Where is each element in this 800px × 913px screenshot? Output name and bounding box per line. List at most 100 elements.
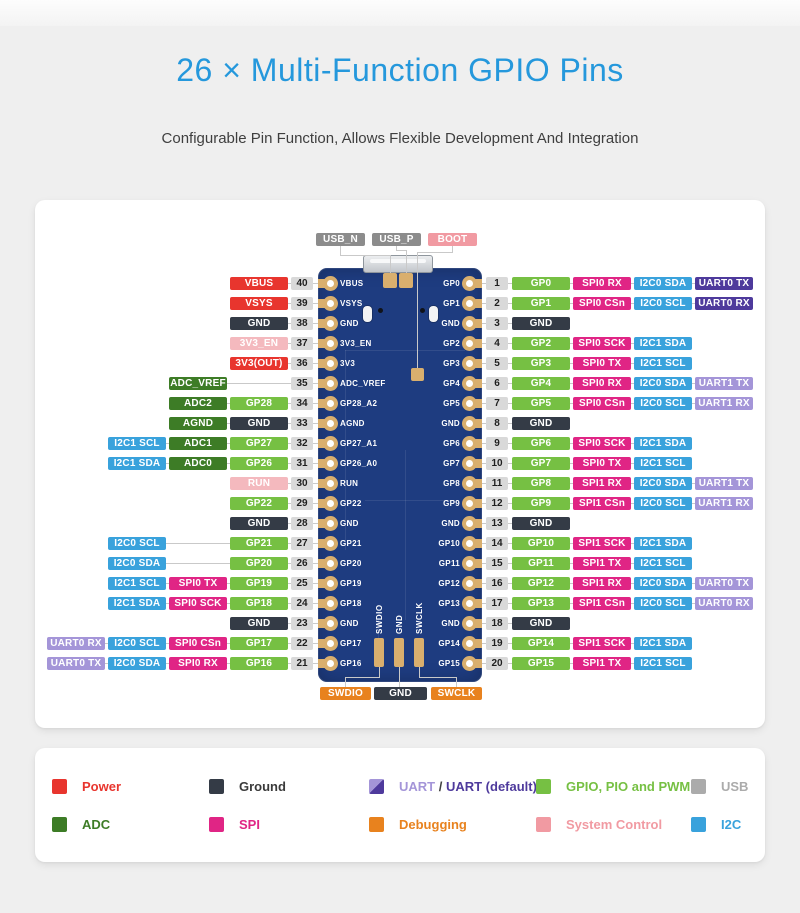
pin-pad-tab bbox=[318, 299, 327, 308]
pin-pad-tab bbox=[473, 639, 482, 648]
pin-pad-tab bbox=[473, 379, 482, 388]
pin-chip: GP27 bbox=[230, 437, 288, 450]
legend-label: ADC bbox=[82, 816, 111, 832]
usb-connector bbox=[363, 255, 433, 273]
pin-connector-line bbox=[479, 563, 663, 564]
pin-chip: ADC_VREF bbox=[169, 377, 227, 390]
pin-pad bbox=[323, 396, 338, 411]
pin-pad-tab bbox=[318, 439, 327, 448]
board-silk-label: GP13 bbox=[438, 599, 460, 608]
top-strip bbox=[0, 0, 800, 26]
board-silk-label: GP22 bbox=[340, 499, 362, 508]
pin-number: 40 bbox=[291, 277, 313, 290]
board-silk-label: GP9 bbox=[443, 499, 460, 508]
via-dot bbox=[420, 308, 425, 313]
pin-chip: GP6 bbox=[512, 437, 570, 450]
pin-pad bbox=[462, 556, 477, 571]
pin-chip: UART0 RX bbox=[47, 637, 105, 650]
pin-pad bbox=[323, 656, 338, 671]
pin-pad bbox=[462, 596, 477, 611]
board-silk-label: GP26_A0 bbox=[340, 459, 378, 468]
pin-number: 28 bbox=[291, 517, 313, 530]
pin-chip: SPI0 RX bbox=[573, 277, 631, 290]
pin-pad-tab bbox=[473, 579, 482, 588]
pin-pad bbox=[462, 276, 477, 291]
pin-pad-tab bbox=[473, 479, 482, 488]
pin-chip: SPI1 TX bbox=[573, 557, 631, 570]
usb-n-pad bbox=[383, 273, 397, 288]
pcb-trace bbox=[345, 350, 465, 351]
board-silk-label: VBUS bbox=[340, 279, 364, 288]
pin-chip: GP14 bbox=[512, 637, 570, 650]
pin-pad bbox=[462, 616, 477, 631]
board-silk-label: GP15 bbox=[438, 659, 460, 668]
pin-pad bbox=[323, 336, 338, 351]
pin-chip: I2C1 SCL bbox=[634, 357, 692, 370]
pin-chip: UART1 RX bbox=[695, 497, 753, 510]
connector-line bbox=[452, 246, 453, 252]
pin-chip: GND bbox=[512, 517, 570, 530]
pin-chip: GP11 bbox=[512, 557, 570, 570]
pin-number: 5 bbox=[486, 357, 508, 370]
pin-chip: GP28 bbox=[230, 397, 288, 410]
pin-pad-tab bbox=[473, 319, 482, 328]
pin-chip: GP15 bbox=[512, 657, 570, 670]
board-silk-label: GP18 bbox=[340, 599, 362, 608]
pin-chip: SPI1 SCK bbox=[573, 537, 631, 550]
pin-pad bbox=[462, 356, 477, 371]
pin-number: 23 bbox=[291, 617, 313, 630]
pin-chip: I2C0 SDA bbox=[634, 577, 692, 590]
pin-chip: SPI0 SCK bbox=[573, 337, 631, 350]
pin-chip: GP22 bbox=[230, 497, 288, 510]
pin-pad bbox=[323, 456, 338, 471]
top-pad-chip: USB_P bbox=[372, 233, 421, 246]
board-silk-label: GP21 bbox=[340, 539, 362, 548]
pin-chip: ADC1 bbox=[169, 437, 227, 450]
pin-chip: GND bbox=[230, 517, 288, 530]
pin-chip: GP4 bbox=[512, 377, 570, 390]
pin-number: 6 bbox=[486, 377, 508, 390]
pin-chip: I2C0 SDA bbox=[634, 277, 692, 290]
pin-chip: I2C1 SDA bbox=[634, 637, 692, 650]
pin-pad-tab bbox=[473, 519, 482, 528]
board-silk-label: GP7 bbox=[443, 459, 460, 468]
top-pad-chip: USB_N bbox=[316, 233, 365, 246]
usb-p-pad bbox=[399, 273, 413, 288]
pin-pad bbox=[462, 656, 477, 671]
pin-chip: GND bbox=[512, 317, 570, 330]
pin-chip: GP8 bbox=[512, 477, 570, 490]
board-silk-label: GND bbox=[340, 319, 359, 328]
pin-chip: ADC0 bbox=[169, 457, 227, 470]
board-silk-label: GP27_A1 bbox=[340, 439, 378, 448]
pin-pad bbox=[462, 636, 477, 651]
pin-pad-tab bbox=[473, 539, 482, 548]
pin-chip: GND bbox=[230, 617, 288, 630]
pin-pad bbox=[323, 296, 338, 311]
pin-chip: GP1 bbox=[512, 297, 570, 310]
pin-number: 10 bbox=[486, 457, 508, 470]
pin-pad bbox=[462, 336, 477, 351]
pin-chip: 3V3_EN bbox=[230, 337, 288, 350]
pin-chip: GP17 bbox=[230, 637, 288, 650]
pin-chip: SPI0 CSn bbox=[573, 397, 631, 410]
pin-number: 37 bbox=[291, 337, 313, 350]
pin-connector-line bbox=[479, 423, 541, 424]
pin-connector-line bbox=[479, 443, 663, 444]
pin-pad-tab bbox=[473, 439, 482, 448]
legend-item: I2C bbox=[691, 816, 741, 832]
legend-swatch bbox=[369, 778, 384, 794]
legend-item: ADC bbox=[52, 816, 110, 832]
legend-item: System Control bbox=[536, 816, 662, 832]
pin-pad-tab bbox=[473, 299, 482, 308]
pin-chip: UART1 TX bbox=[695, 477, 753, 490]
pin-chip: SPI0 RX bbox=[169, 657, 227, 670]
pin-connector-line bbox=[479, 363, 663, 364]
pin-number: 36 bbox=[291, 357, 313, 370]
pin-chip: SPI1 RX bbox=[573, 477, 631, 490]
pin-chip: I2C1 SDA bbox=[634, 437, 692, 450]
pin-pad-tab bbox=[318, 399, 327, 408]
pin-chip: UART0 TX bbox=[695, 577, 753, 590]
pin-chip: SPI0 SCK bbox=[169, 597, 227, 610]
pin-pad bbox=[462, 516, 477, 531]
pin-chip: GP12 bbox=[512, 577, 570, 590]
